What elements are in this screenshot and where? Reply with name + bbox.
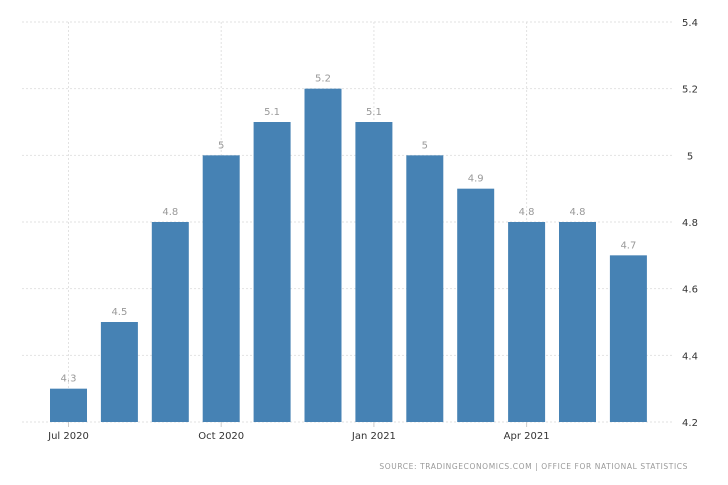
- data-label: 5.2: [315, 74, 331, 85]
- data-label: 5.1: [264, 107, 280, 118]
- y-tick-label: 4.4: [682, 351, 698, 362]
- bar: [457, 188, 495, 422]
- y-tick-label: 5.4: [682, 18, 698, 29]
- data-label: 5: [422, 140, 428, 151]
- y-axis: 4.2 4.4 4.6 4.8 5 5.2 5.4: [682, 18, 698, 429]
- data-label: 4.7: [620, 240, 636, 251]
- data-label: 4.5: [111, 307, 127, 318]
- data-label: 4.8: [570, 207, 586, 218]
- bar: [253, 122, 291, 422]
- x-axis: Jul 2020 Oct 2020 Jan 2021 Apr 2021: [47, 422, 550, 442]
- y-tick-label: 4.8: [682, 218, 698, 229]
- data-label: 4.3: [61, 374, 77, 385]
- y-tick-label: 4.6: [682, 285, 698, 296]
- bar: [50, 388, 87, 422]
- data-label: 5: [218, 140, 224, 151]
- bar: [100, 322, 138, 422]
- x-tick-label: Oct 2020: [198, 431, 244, 442]
- x-tick-label: Jul 2020: [47, 431, 89, 442]
- bar: [304, 88, 342, 423]
- data-labels: 4.3 4.5 4.8 5 5.1 5.2 5.1 5 4.9 4.8 4.8 4.7: [61, 74, 637, 385]
- bar: [355, 122, 393, 422]
- y-tick-label: 5.2: [682, 85, 698, 96]
- data-label: 4.9: [468, 174, 484, 185]
- y-tick-label: 5: [687, 151, 693, 162]
- bar: [202, 155, 240, 423]
- data-label: 4.8: [162, 207, 178, 218]
- bars: [50, 88, 647, 423]
- data-label: 4.8: [519, 207, 535, 218]
- bar: [151, 222, 189, 422]
- bar: [406, 155, 444, 423]
- source-note: SOURCE: TRADINGECONOMICS.COM | OFFICE FO…: [379, 462, 688, 471]
- bar: [559, 222, 596, 422]
- x-tick-label: Jan 2021: [351, 431, 396, 442]
- bar: [508, 222, 546, 422]
- y-tick-label: 4.2: [682, 418, 698, 429]
- bar: [609, 255, 647, 422]
- x-tick-label: Apr 2021: [504, 431, 550, 442]
- data-label: 5.1: [366, 107, 382, 118]
